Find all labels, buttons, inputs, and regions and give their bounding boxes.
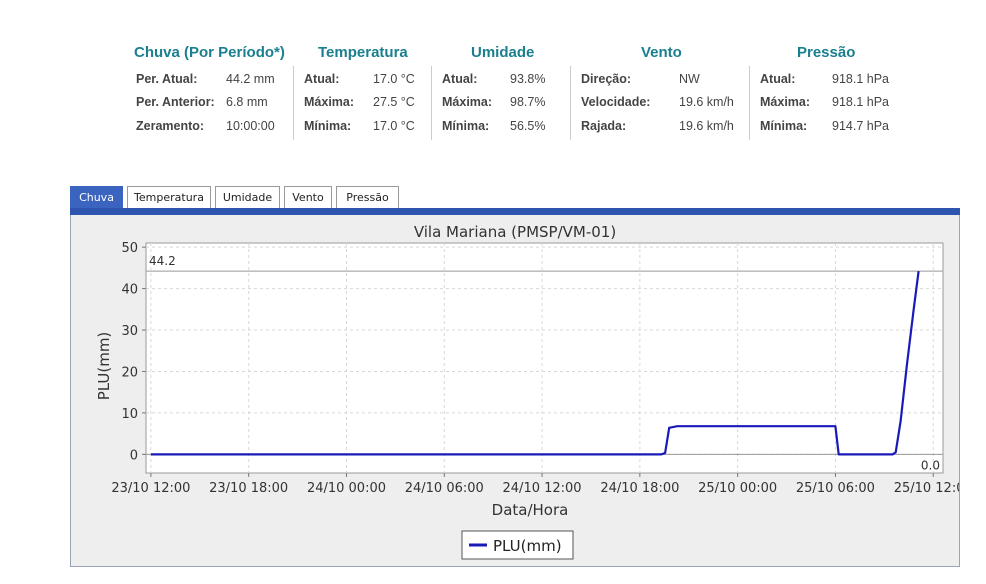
umidade-maxima-value: 98.7% <box>510 95 546 109</box>
pressao-minima-label: Mínima: <box>760 119 808 133</box>
column-divider <box>293 66 294 140</box>
chart-marks: 44.2 0.0 <box>146 254 943 472</box>
temperatura-title: Temperatura <box>318 44 408 61</box>
x-tick-label: 23/10 12:00 <box>111 481 190 496</box>
umidade-minima-label: Mínima: <box>442 119 490 133</box>
chuva-atual-value: 44.2 mm <box>226 72 275 86</box>
chuva-zeramento-label: Zeramento: <box>136 119 205 133</box>
temperatura-atual-value: 17.0 °C <box>373 72 415 86</box>
x-tick-label: 24/10 06:00 <box>405 481 484 496</box>
plot-area <box>145 242 944 474</box>
y-tick-label: 40 <box>121 283 138 298</box>
chart-grid <box>146 243 943 473</box>
y-tick-label: 10 <box>121 407 138 422</box>
x-tick-label: 24/10 00:00 <box>307 481 386 496</box>
pressao-atual-value: 918.1 hPa <box>832 72 889 86</box>
pressao-title: Pressão <box>797 44 856 61</box>
pressao-atual-label: Atual: <box>760 72 796 86</box>
tab-temperatura[interactable]: Temperatura <box>127 186 211 208</box>
vento-velocidade-value: 19.6 km/h <box>679 95 734 109</box>
umidade-atual-value: 93.8% <box>510 72 546 86</box>
tab-bar <box>70 208 960 215</box>
max-annotation: 44.2 <box>149 254 176 268</box>
chuva-anterior-value: 6.8 mm <box>226 95 268 109</box>
legend-label: PLU(mm) <box>493 537 562 555</box>
x-axis: 23/10 12:00 23/10 18:00 24/10 00:00 24/10 0… <box>111 473 973 496</box>
vento-direcao-label: Direção: <box>581 72 632 86</box>
x-tick-label: 24/10 18:00 <box>600 481 679 496</box>
column-divider <box>749 66 750 140</box>
vento-rajada-value: 19.6 km/h <box>679 119 734 133</box>
tab-vento[interactable]: Vento <box>284 186 332 208</box>
weather-summary: Chuva (Por Período*) Per. Atual: 44.2 mm… <box>126 40 906 150</box>
temperatura-atual-label: Atual: <box>304 72 340 86</box>
pressao-minima-value: 914.7 hPa <box>832 119 889 133</box>
y-axis-label: PLU(mm) <box>95 332 113 401</box>
vento-velocidade-label: Velocidade: <box>581 95 651 109</box>
temperatura-maxima-label: Máxima: <box>304 95 355 109</box>
pressao-maxima-label: Máxima: <box>760 95 811 109</box>
min-annotation: 0.0 <box>921 458 940 472</box>
x-axis-label: Data/Hora <box>492 501 569 519</box>
tab-umidade[interactable]: Umidade <box>215 186 280 208</box>
temperatura-minima-value: 17.0 °C <box>373 119 415 133</box>
temperatura-minima-label: Mínima: <box>304 119 352 133</box>
tab-pressao[interactable]: Pressão <box>336 186 399 208</box>
vento-title: Vento <box>641 44 682 61</box>
x-tick-label: 25/10 06:00 <box>796 481 875 496</box>
tab-chuva[interactable]: Chuva <box>70 186 123 208</box>
chuva-anterior-label: Per. Anterior: <box>136 95 215 109</box>
column-divider <box>570 66 571 140</box>
chuva-atual-label: Per. Atual: <box>136 72 198 86</box>
umidade-minima-value: 56.5% <box>510 119 546 133</box>
y-tick-label: 20 <box>121 365 138 380</box>
chart-title: Vila Mariana (PMSP/VM-01) <box>414 223 616 241</box>
y-tick-label: 0 <box>130 448 138 463</box>
chuva-title: Chuva (Por Período*) <box>134 44 285 61</box>
column-divider <box>431 66 432 140</box>
rain-chart: Vila Mariana (PMSP/VM-01) 0 10 20 30 40 50 23… <box>95 223 973 560</box>
vento-direcao-value: NW <box>679 72 700 86</box>
y-tick-label: 30 <box>121 324 138 339</box>
x-tick-label: 25/10 12:00 <box>894 481 959 496</box>
y-tick-label: 50 <box>121 241 138 256</box>
x-tick-label: 25/10 00:00 <box>698 481 777 496</box>
vento-rajada-label: Rajada: <box>581 119 627 133</box>
x-tick-label: 24/10 12:00 <box>503 481 582 496</box>
x-tick-label: 23/10 18:00 <box>209 481 288 496</box>
pressao-maxima-value: 918.1 hPa <box>832 95 889 109</box>
umidade-maxima-label: Máxima: <box>442 95 493 109</box>
temperatura-maxima-value: 27.5 °C <box>373 95 415 109</box>
umidade-title: Umidade <box>471 44 535 61</box>
chart-panel: Vila Mariana (PMSP/VM-01) 0 10 20 30 40 50 23… <box>70 215 973 567</box>
umidade-atual-label: Atual: <box>442 72 478 86</box>
chuva-zeramento-value: 10:00:00 <box>226 119 275 133</box>
y-axis: 0 10 20 30 40 50 <box>121 241 146 463</box>
series-line-plu <box>150 271 920 456</box>
